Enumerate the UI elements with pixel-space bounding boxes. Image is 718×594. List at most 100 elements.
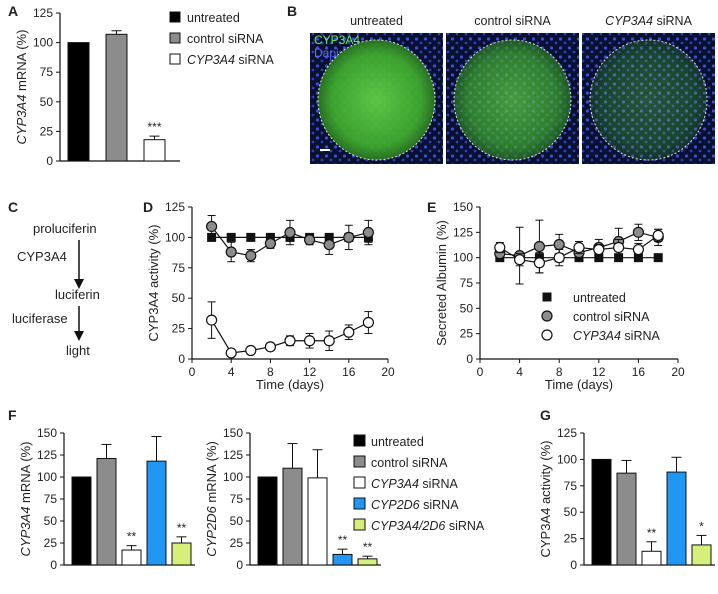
legend-f-label: untreated	[371, 435, 424, 449]
legend-e-marker	[541, 329, 553, 341]
chart-e: 0 25 50 75 100 125 150 0 4 8 12 16 20 Time (days) Secr…	[434, 200, 685, 392]
legend-f-label-italic: CYP3A4/2D6	[371, 519, 445, 533]
chart-e-point	[513, 254, 526, 266]
legend-e-label-italic: CYP3A4	[573, 329, 621, 343]
chart-e-xtick-label: 20	[671, 365, 685, 379]
pathway-enzyme-luciferase: luciferase	[12, 311, 68, 326]
chart-g-ytick-label: 100	[557, 452, 577, 466]
chart-a-bar	[143, 139, 166, 162]
chart-f2-ylabel: CYP2D6 mRNA (%)	[204, 441, 219, 557]
chart-a-bar	[67, 42, 90, 162]
cluster-outline	[589, 39, 708, 161]
chart-d-point	[264, 341, 276, 353]
legend-f-label-italic: CYP3A4	[371, 477, 419, 491]
chart-e-ytick-label: 75	[460, 276, 474, 290]
chart-a-ytick-label: 100	[33, 36, 53, 50]
chart-d-point	[226, 232, 236, 242]
chart-f1-ylabel: CYP3A4 mRNA (%)	[18, 442, 33, 557]
chart-f1-bar	[71, 476, 92, 566]
chart-d-point	[225, 246, 237, 258]
chart-d-point	[362, 316, 374, 329]
chart-d-ytick-label: 75	[172, 261, 186, 275]
chart-e-point	[653, 253, 663, 263]
micrograph-3	[582, 33, 715, 164]
chart-g-ytick-label: 0	[570, 558, 577, 572]
chart-d-point	[206, 314, 218, 326]
legend-e-label-text: control siRNA	[573, 310, 650, 324]
chart-e-point	[614, 253, 624, 263]
hepatocyte-cluster	[590, 40, 707, 160]
chart-f1-significance: **	[177, 521, 187, 535]
chart-g-bar	[591, 458, 612, 566]
chart-e-point	[632, 226, 645, 238]
chart-f1-ytick-label: 150	[37, 426, 57, 440]
legend-f-label: CYP2D6 siRNA	[371, 498, 459, 512]
panel-label-b: B	[287, 3, 297, 19]
micrograph-1	[310, 33, 443, 164]
chart-f2-bar	[332, 553, 353, 566]
pathway-enzyme-cyp3a4: CYP3A4	[17, 249, 67, 264]
legend-e-label: CYP3A4 siRNA	[573, 329, 661, 343]
chart-g-bar	[641, 550, 662, 566]
chart-g-bar	[691, 544, 712, 566]
micrograph-2	[446, 33, 579, 164]
panel-label-d: D	[143, 199, 153, 215]
chart-a-significance: ***	[147, 120, 161, 134]
chart-d-point	[245, 250, 257, 262]
legend-a-label-text: siRNA	[235, 53, 275, 67]
chart-e-point	[594, 253, 604, 263]
micrograph-header-italic: CYP3A4	[605, 14, 653, 28]
chart-f2-ytick-label: 100	[223, 470, 243, 484]
legend-f-label-text: siRNA	[419, 477, 459, 491]
chart-e-xlabel: Time (days)	[545, 377, 613, 392]
chart-f2-ytick-label: 0	[236, 558, 243, 572]
chart-f1-ytick-label: 0	[50, 558, 57, 572]
chart-d-point	[323, 239, 335, 251]
chart-f1-ytick-label: 50	[44, 514, 58, 528]
micrograph-header-text: siRNA	[653, 14, 693, 28]
panel-label-a: A	[8, 3, 18, 19]
legend-f-label-text: untreated	[371, 435, 424, 449]
chart-g-ytick-label: 125	[557, 426, 577, 440]
chart-f1-ylabel-text: mRNA (%)	[18, 442, 33, 507]
chart-e-ytick-label: 25	[460, 327, 474, 341]
legend-a-label: control siRNA	[187, 32, 264, 46]
chart-d-ytick-label: 0	[178, 352, 185, 366]
chart-f1-ylabel-italic: CYP3A4	[18, 507, 33, 557]
chart-g-bar	[666, 471, 687, 566]
panel-label-f: F	[8, 407, 17, 423]
chart-d-xlabel: Time (days)	[256, 377, 324, 392]
legend-f-label: control siRNA	[371, 456, 448, 470]
stain-label-dapi: Dapi	[314, 46, 339, 60]
chart-a: 0 25 50 75 100 125 *** CYP3A4 mRNA (%)	[14, 6, 180, 168]
chart-e-xtick-label: 4	[516, 365, 523, 379]
chart-f1-ytick-label: 25	[44, 536, 58, 550]
chart-g-ytick-label: 50	[564, 505, 578, 519]
stain-label-cyp3a4: CYP3A4	[314, 33, 360, 47]
legend-f-label: CYP3A4/2D6 siRNA	[371, 519, 485, 533]
chart-d-xtick-label: 20	[381, 365, 395, 379]
hepatocyte-cluster	[454, 40, 571, 160]
legend-a-label: untreated	[187, 11, 240, 25]
legend-a-swatch	[169, 11, 181, 23]
legend-f-swatch	[353, 518, 366, 531]
chart-a-ytick-label: 125	[33, 6, 53, 20]
chart-e-point	[533, 257, 546, 269]
chart-d-xtick-label: 8	[267, 365, 274, 379]
chart-e-ytick-label: 50	[460, 301, 474, 315]
chart-f1-ytick-label: 75	[44, 492, 58, 506]
chart-d-ytick-label: 25	[172, 322, 186, 336]
cluster-outline	[317, 39, 436, 161]
legend-e-label: control siRNA	[573, 310, 650, 324]
chart-g-ytick-label: 25	[564, 532, 578, 546]
chart-e-xtick-label: 12	[592, 365, 606, 379]
chart-f2-significance: **	[338, 533, 348, 547]
chart-f1-bar	[121, 549, 142, 566]
micrograph-header: untreated	[350, 14, 403, 28]
legend-f-label-italic: CYP2D6	[371, 498, 420, 512]
chart-d-xtick-label: 4	[228, 365, 235, 379]
chart-e-point	[533, 240, 546, 253]
cluster-outline	[453, 39, 572, 161]
